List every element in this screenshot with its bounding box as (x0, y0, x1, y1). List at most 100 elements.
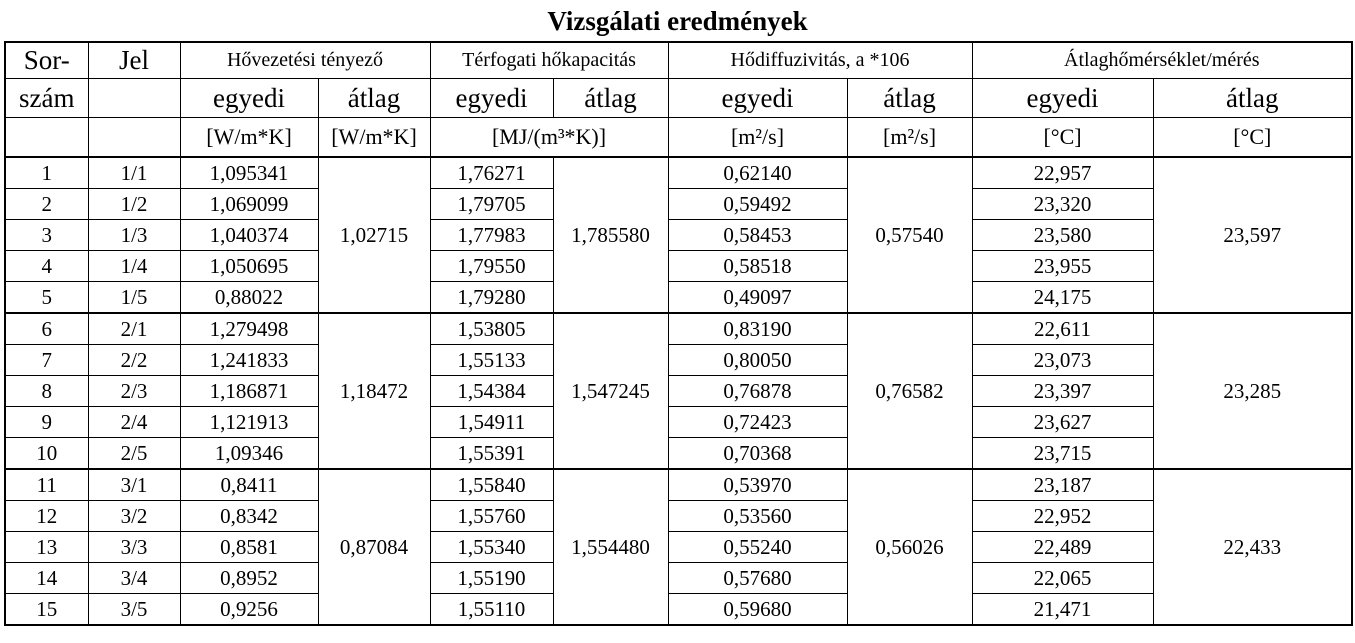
cell: 23,955 (971, 250, 1154, 282)
cell: 1,121913 (179, 406, 319, 438)
cell: 9 (4, 406, 89, 438)
cell: 0,88022 (179, 281, 319, 314)
cell: 22,952 (971, 500, 1154, 532)
cell: 1,79280 (429, 281, 554, 314)
cell: 1,050695 (179, 250, 319, 282)
table-row: 5 1/5 0,88022 1,79280 0,49097 24,175 (4, 281, 1352, 314)
cell: 0,58518 (667, 250, 848, 282)
cell: 2/2 (87, 344, 181, 376)
cell: 2/3 (87, 375, 181, 407)
cell: 1,76271 (429, 156, 554, 189)
average-cell: 0,87084 (317, 468, 431, 626)
title: Vizsgálati eredmények (547, 6, 808, 36)
cell: 1,77983 (429, 219, 554, 251)
header-cell: Átlaghőmérséklet/mérés (971, 41, 1353, 79)
cell: 0,57680 (667, 562, 848, 594)
header-cell: átlag (552, 78, 669, 118)
cell: 2/4 (87, 406, 181, 438)
cell: 2/1 (87, 312, 181, 345)
cell: 1,79705 (429, 188, 554, 220)
cell: 1/2 (87, 188, 181, 220)
average-cell: 22,433 (1152, 468, 1353, 626)
header-cell: szám (4, 78, 89, 118)
cell: 3/1 (87, 468, 181, 501)
cell: 0,76878 (667, 375, 848, 407)
cell: 23,627 (971, 406, 1154, 438)
table-row: 11 3/1 0,8411 0,87084 1,55840 1,554480 0,53970… (4, 468, 1353, 626)
empty-cell (4, 117, 89, 158)
average-cell: 1,18472 (317, 312, 431, 470)
cell: 1,55110 (429, 593, 554, 626)
cell: 15 (4, 593, 89, 626)
cell: 23,320 (971, 188, 1154, 220)
table-row: 15 3/5 0,9256 1,55110 0,59680 21,471 (4, 593, 1352, 626)
table-row: 7 2/2 1,241833 1,55133 0,80050 23,073 (4, 344, 1352, 376)
results-table: Sor- Jel Hővezetési tényező Térfogati hőkap… (4, 41, 1354, 626)
table-row: 3 1/3 1,040374 1,77983 0,58453 23,580 (4, 219, 1352, 251)
cell: 1/4 (87, 250, 181, 282)
cell: 3 (4, 219, 89, 251)
header-cell: Jel (87, 41, 181, 79)
header-cell: Sor- (4, 41, 89, 79)
cell: 23,715 (971, 437, 1154, 470)
table-row: 13 3/3 0,8581 1,55340 0,55240 22,489 (4, 531, 1352, 563)
average-cell: 0,76582 (846, 312, 973, 470)
cell: 1,55133 (429, 344, 554, 376)
average-cell: 1,547245 (552, 312, 669, 470)
empty-cell (87, 117, 181, 158)
table-row: 14 3/4 0,8952 1,55190 0,57680 22,065 (4, 562, 1352, 594)
header-cell: egyedi (971, 78, 1154, 118)
header-cell: egyedi (179, 78, 319, 118)
table-row: 4 1/4 1,050695 1,79550 0,58518 23,955 (4, 250, 1352, 282)
cell: 8 (4, 375, 89, 407)
cell: 1,55391 (429, 437, 554, 470)
empty-cell (87, 78, 181, 118)
cell: 0,72423 (667, 406, 848, 438)
cell: 1,55340 (429, 531, 554, 563)
cell: 22,611 (971, 312, 1154, 345)
cell: 1,040374 (179, 219, 319, 251)
cell: 2 (4, 188, 89, 220)
cell: 0,8581 (179, 531, 319, 563)
cell: 14 (4, 562, 89, 594)
cell: 0,70368 (667, 437, 848, 470)
cell: 1,095341 (179, 156, 319, 189)
table-row: 10 2/5 1,09346 1,55391 0,70368 23,715 (4, 437, 1352, 470)
cell: 0,49097 (667, 281, 848, 314)
cell: 0,9256 (179, 593, 319, 626)
cell: 10 (4, 437, 89, 470)
cell: 23,397 (971, 375, 1154, 407)
average-cell: 1,785580 (552, 156, 669, 314)
header-cell: egyedi (667, 78, 848, 118)
cell: 22,489 (971, 531, 1154, 563)
cell: 0,53970 (667, 468, 848, 501)
cell: 1,55840 (429, 468, 554, 501)
cell: 1,53805 (429, 312, 554, 345)
cell: 5 (4, 281, 89, 314)
cell: 0,8342 (179, 500, 319, 532)
cell: 23,073 (971, 344, 1154, 376)
header-cell: Hődiffuzivitás, a *106 (667, 41, 973, 79)
cell: 1,79550 (429, 250, 554, 282)
table-row: 2 1/2 1,069099 1,79705 0,59492 23,320 (4, 188, 1352, 220)
header-cell: átlag (317, 78, 431, 118)
cell: 24,175 (971, 281, 1154, 314)
cell: 0,59492 (667, 188, 848, 220)
unit-cell: [m²/s] (846, 117, 973, 158)
cell: 1,279498 (179, 312, 319, 345)
cell: 1,55190 (429, 562, 554, 594)
cell: 11 (4, 468, 89, 501)
unit-cell: [°C] (971, 117, 1154, 158)
cell: 3/5 (87, 593, 181, 626)
cell: 21,471 (971, 593, 1154, 626)
unit-cell: [W/m*K] (317, 117, 431, 158)
cell: 0,8952 (179, 562, 319, 594)
cell: 1,09346 (179, 437, 319, 470)
cell: 3/2 (87, 500, 181, 532)
table-row: 6 2/1 1,279498 1,18472 1,53805 1,547245 0,8319… (4, 312, 1353, 470)
table-row: 1 1/1 1,095341 1,02715 1,76271 1,785580 0,6214… (4, 156, 1353, 314)
cell: 0,58453 (667, 219, 848, 251)
cell: 1,54911 (429, 406, 554, 438)
average-cell: 0,57540 (846, 156, 973, 314)
